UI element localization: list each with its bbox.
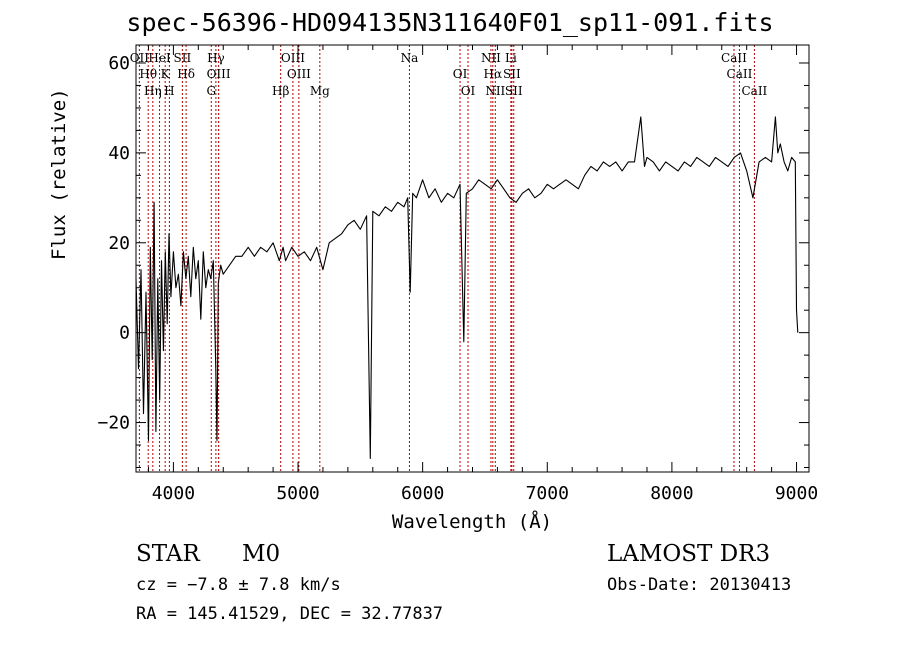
observation-date: Obs-Date: 20130413 xyxy=(607,575,792,595)
x-tick-label: 5000 xyxy=(276,483,319,504)
object-subclass: M0 xyxy=(242,541,281,567)
line-label: Hβ xyxy=(272,84,289,98)
line-label: Hθ xyxy=(139,67,157,81)
x-tick-label: 4000 xyxy=(152,483,195,504)
y-tick-label: 40 xyxy=(108,143,130,164)
line-label: OIII xyxy=(207,67,231,81)
line-label: OI xyxy=(461,84,476,98)
x-axis-label: Wavelength (Å) xyxy=(392,510,552,533)
line-label: Hδ xyxy=(177,67,195,81)
chart-title: spec-56396-HD094135N311640F01_sp11-091.f… xyxy=(126,8,774,37)
object-class: STAR xyxy=(136,541,200,567)
x-tick-label: 7000 xyxy=(526,483,569,504)
spectrum-line xyxy=(135,116,799,460)
line-label: OIII xyxy=(287,67,311,81)
line-label: NII xyxy=(485,84,505,98)
x-tick-label: 9000 xyxy=(775,483,818,504)
line-label: CaII xyxy=(721,51,747,65)
line-label: Mg xyxy=(310,84,330,98)
y-tick-label: −20 xyxy=(97,413,130,434)
line-label: SII xyxy=(503,67,521,81)
line-label: OII xyxy=(130,51,150,65)
line-label: OI xyxy=(453,67,468,81)
x-tick-label: 6000 xyxy=(401,483,444,504)
line-label: Na xyxy=(401,51,419,65)
line-label: K xyxy=(161,67,171,81)
plot-frame xyxy=(135,44,810,473)
y-tick-label: 20 xyxy=(108,233,130,254)
x-tick-label: 8000 xyxy=(650,483,693,504)
line-label: NII xyxy=(481,51,501,65)
line-label: Hγ xyxy=(207,51,225,65)
coordinates: RA = 145.41529, DEC = 32.77837 xyxy=(136,604,444,624)
line-label: H xyxy=(164,84,174,98)
survey-name: LAMOST DR3 xyxy=(607,541,771,567)
line-label: HeI xyxy=(148,51,171,65)
y-tick-label: 60 xyxy=(108,53,130,74)
line-label: SII xyxy=(174,51,192,65)
line-label: SII xyxy=(505,84,523,98)
redshift-cz: cz = −7.8 ± 7.8 km/s xyxy=(136,575,341,595)
line-label: CaII xyxy=(741,84,767,98)
line-label: Li xyxy=(505,51,517,65)
line-label: CaII xyxy=(727,67,753,81)
line-label: G xyxy=(206,84,216,98)
y-tick-label: 0 xyxy=(119,323,130,344)
line-label: OIII xyxy=(281,51,305,65)
line-label: Hα xyxy=(484,67,503,81)
line-label: Hη xyxy=(144,84,162,98)
